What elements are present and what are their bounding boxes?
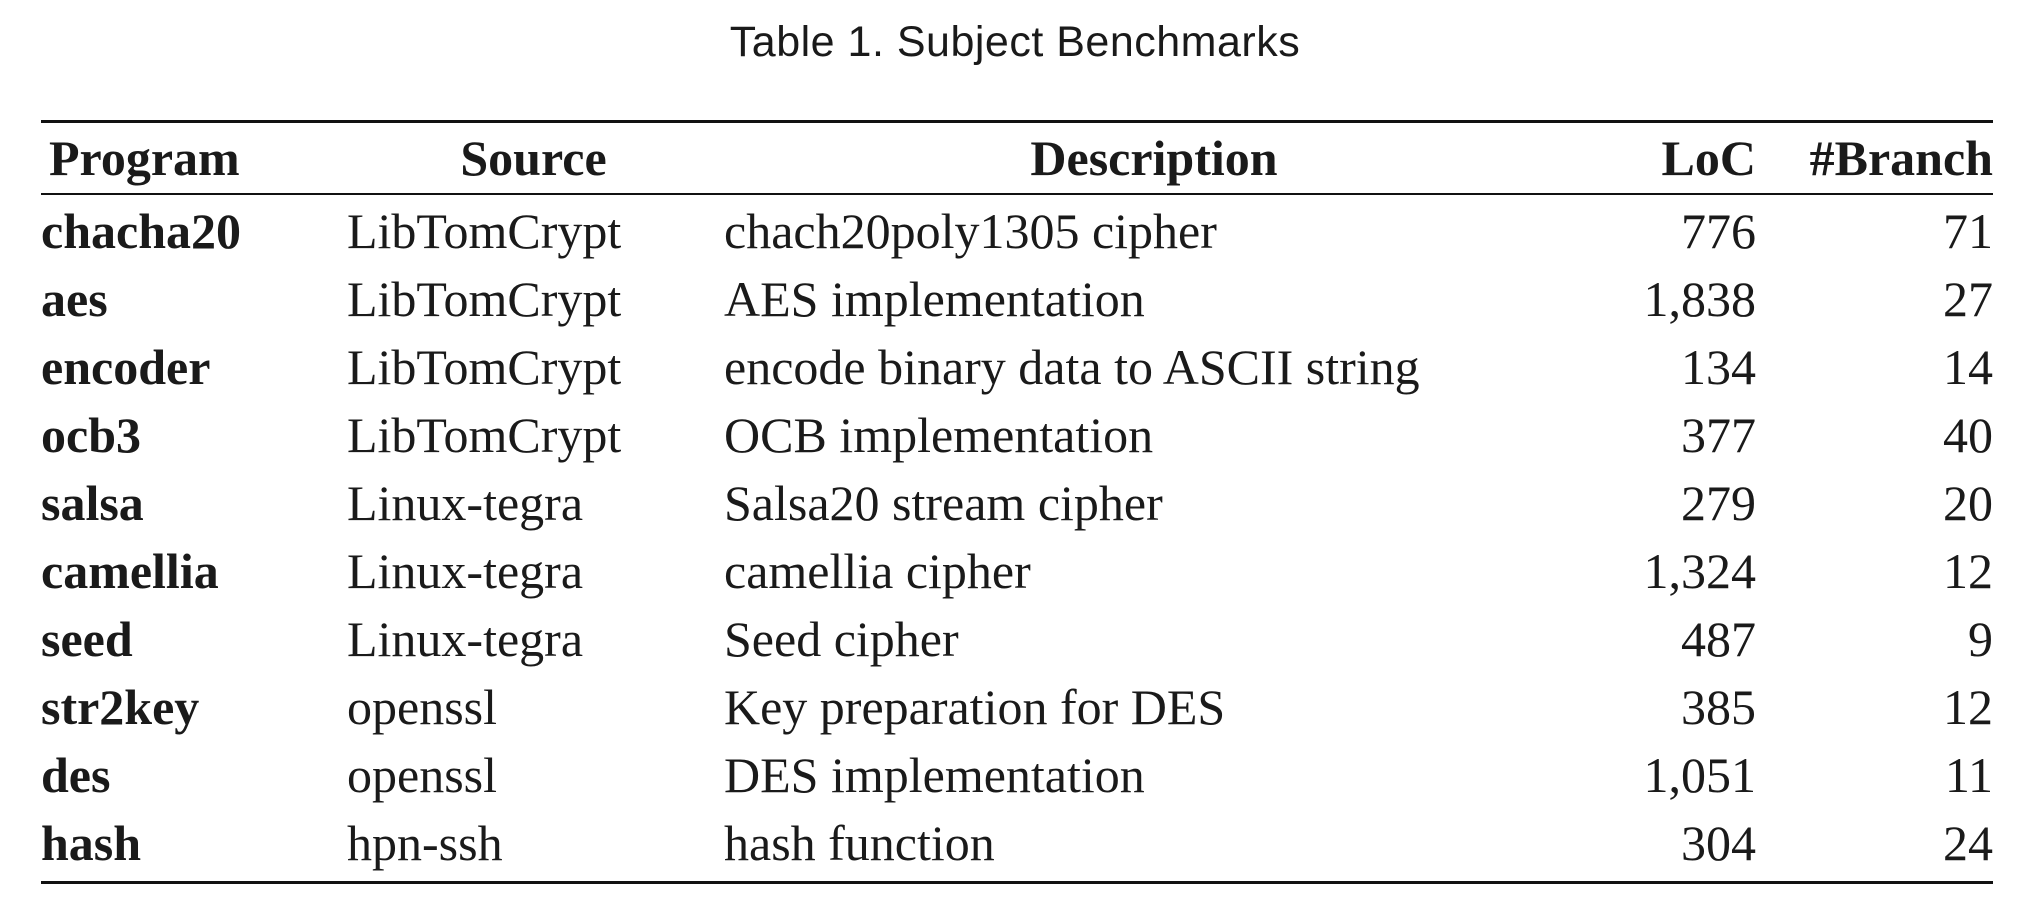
table-row: encoder LibTomCrypt encode binary data t…	[41, 333, 1993, 401]
cell-description: encode binary data to ASCII string	[724, 339, 1420, 395]
cell-description: camellia cipher	[724, 543, 1031, 599]
cell-branch: 9	[1968, 611, 1993, 667]
cell-program: encoder	[41, 339, 211, 395]
cell-program: des	[41, 747, 111, 803]
cell-program: ocb3	[41, 407, 141, 463]
cell-description: hash function	[724, 815, 995, 871]
cell-description: Key preparation for DES	[724, 679, 1226, 735]
cell-source: LibTomCrypt	[347, 339, 622, 395]
cell-source: Linux-tegra	[347, 611, 584, 667]
cell-branch: 24	[1943, 815, 1993, 871]
cell-program: seed	[41, 611, 133, 667]
cell-source: Linux-tegra	[347, 475, 584, 531]
cell-loc: 279	[1681, 475, 1756, 531]
cell-branch: 12	[1943, 543, 1993, 599]
cell-branch: 20	[1943, 475, 1993, 531]
cell-source: hpn-ssh	[347, 815, 503, 871]
cell-loc: 776	[1681, 203, 1756, 259]
table-header: Program Source Description LoC #Branch	[41, 121, 1993, 194]
table-row: ocb3 LibTomCrypt OCB implementation 377 …	[41, 401, 1993, 469]
cell-branch: 14	[1943, 339, 1993, 395]
cell-program: salsa	[41, 475, 144, 531]
header-row: Program Source Description LoC #Branch	[41, 121, 1993, 194]
header-program: Program	[49, 130, 240, 186]
cell-loc: 1,838	[1643, 271, 1757, 327]
cell-source: openssl	[347, 679, 497, 735]
cell-branch: 11	[1944, 747, 1993, 803]
cell-branch: 27	[1943, 271, 1993, 327]
table-caption: Table 1. Subject Benchmarks	[729, 18, 1301, 66]
cell-branch: 12	[1943, 679, 1993, 735]
cell-program: chacha20	[41, 203, 241, 259]
cell-source: LibTomCrypt	[347, 407, 622, 463]
table-row: hash hpn-ssh hash function 304 24	[41, 809, 1993, 883]
cell-source: LibTomCrypt	[347, 203, 622, 259]
cell-description: Seed cipher	[724, 611, 959, 667]
cell-program: str2key	[41, 679, 200, 735]
table-row: camellia Linux-tegra camellia cipher 1,3…	[41, 537, 1993, 605]
cell-description: OCB implementation	[724, 407, 1154, 463]
cell-source: LibTomCrypt	[347, 271, 622, 327]
cell-source: openssl	[347, 747, 497, 803]
table-row: chacha20 LibTomCrypt chach20poly1305 cip…	[41, 194, 1993, 265]
cell-loc: 385	[1681, 679, 1756, 735]
cell-branch: 40	[1943, 407, 1993, 463]
cell-description: Salsa20 stream cipher	[724, 475, 1163, 531]
header-loc: LoC	[1661, 130, 1756, 186]
table-body: chacha20 LibTomCrypt chach20poly1305 cip…	[41, 194, 1993, 883]
cell-loc: 487	[1681, 611, 1756, 667]
header-description: Description	[1030, 130, 1278, 186]
cell-program: aes	[41, 271, 108, 327]
cell-description: DES implementation	[724, 747, 1145, 803]
table-row: aes LibTomCrypt AES implementation 1,838…	[41, 265, 1993, 333]
benchmark-table-container: Program Source Description LoC #Branch c…	[41, 120, 1993, 884]
cell-loc: 134	[1681, 339, 1756, 395]
cell-program: camellia	[41, 543, 219, 599]
cell-loc: 1,051	[1643, 747, 1757, 803]
cell-branch: 71	[1943, 203, 1993, 259]
table-row: seed Linux-tegra Seed cipher 487 9	[41, 605, 1993, 673]
header-source: Source	[460, 130, 607, 186]
table-row: str2key openssl Key preparation for DES …	[41, 673, 1993, 741]
cell-description: chach20poly1305 cipher	[724, 203, 1217, 259]
cell-loc: 1,324	[1643, 543, 1757, 599]
cell-loc: 304	[1681, 815, 1756, 871]
cell-source: Linux-tegra	[347, 543, 584, 599]
benchmark-table: Program Source Description LoC #Branch c…	[41, 120, 1993, 884]
cell-description: AES implementation	[724, 271, 1145, 327]
table-row: salsa Linux-tegra Salsa20 stream cipher …	[41, 469, 1993, 537]
cell-loc: 377	[1681, 407, 1756, 463]
table-row: des openssl DES implementation 1,051 11	[41, 741, 1993, 809]
cell-program: hash	[41, 815, 142, 871]
header-branch: #Branch	[1809, 130, 1993, 186]
